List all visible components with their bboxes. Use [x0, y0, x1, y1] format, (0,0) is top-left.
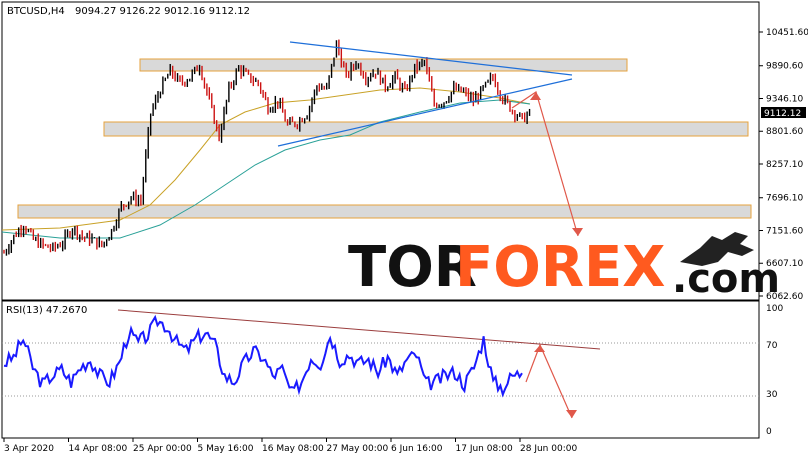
price-axis: 10451.60 9890.60 9346.10 8801.60 8257.10 7696… [759, 28, 808, 302]
rsi-axis: 100 70 30 0 [766, 304, 783, 437]
time-axis: 3 Apr 2020 14 Apr 08:00 25 Apr 00:00 5 May … [3, 438, 577, 454]
price-tick-label: 10451.60 [766, 28, 808, 38]
time-tick-label: 5 May 16:00 [198, 444, 254, 454]
bull-icon [680, 232, 754, 266]
logo-tor-text: TOR [348, 235, 477, 300]
time-tick-label: 16 May 08:00 [262, 444, 324, 454]
logo-forex-text: FOREX [455, 235, 665, 300]
rsi-tick-label: 0 [766, 427, 772, 437]
price-tick-label: 8801.60 [766, 127, 803, 137]
rsi-header-label: RSI(13) 47.2670 [6, 305, 87, 316]
price-tick-label: 9346.10 [766, 94, 803, 104]
price-tick-label: 9890.60 [766, 62, 803, 72]
price-forecast-arrow [511, 91, 583, 237]
price-panel-frame [1, 1, 760, 301]
torforex-logo: TOR FOREX .com [348, 232, 780, 302]
time-tick-label: 3 Apr 2020 [4, 444, 54, 454]
chart-ohlc-label: 9094.27 9126.22 9012.16 9112.12 [75, 6, 250, 17]
upper-trend-line [289, 41, 573, 76]
support-zone [103, 121, 749, 137]
price-tick-label: 7696.10 [766, 194, 803, 204]
support-resistance-zones [17, 58, 752, 219]
rsi-tick-label: 30 [766, 390, 778, 400]
price-tick-label: 8257.10 [766, 160, 803, 170]
rsi-trend-line [117, 309, 601, 350]
time-tick-label: 6 Jun 16:00 [391, 444, 443, 454]
price-tick-label: 6062.60 [766, 292, 803, 302]
price-tick-label: 7151.60 [766, 226, 803, 236]
time-tick-label: 27 May 00:00 [327, 444, 389, 454]
time-tick-label: 17 Jun 08:00 [456, 444, 513, 454]
rsi-tick-label: 100 [766, 304, 783, 314]
time-tick-label: 28 Jun 00:00 [520, 444, 577, 454]
ma-fast-line [1, 87, 531, 231]
lower-trend-line [277, 78, 573, 147]
time-tick-label: 14 Apr 08:00 [69, 444, 128, 454]
price-tick-label: 6607.10 [766, 259, 803, 269]
chart-symbol-label: BTCUSD,H4 [7, 6, 65, 17]
lower-support-zone [17, 204, 752, 219]
current-price-tag: 9112.12 [761, 107, 806, 119]
resistance-zone [139, 58, 628, 72]
current-price-label: 9112.12 [764, 109, 801, 119]
rsi-tick-label: 70 [766, 341, 778, 351]
rsi-line [3, 314, 523, 398]
rsi-forecast-arrow [525, 343, 577, 419]
time-tick-label: 25 Apr 00:00 [133, 444, 192, 454]
price-candles [3, 39, 531, 256]
ma-slow-line [1, 99, 531, 239]
